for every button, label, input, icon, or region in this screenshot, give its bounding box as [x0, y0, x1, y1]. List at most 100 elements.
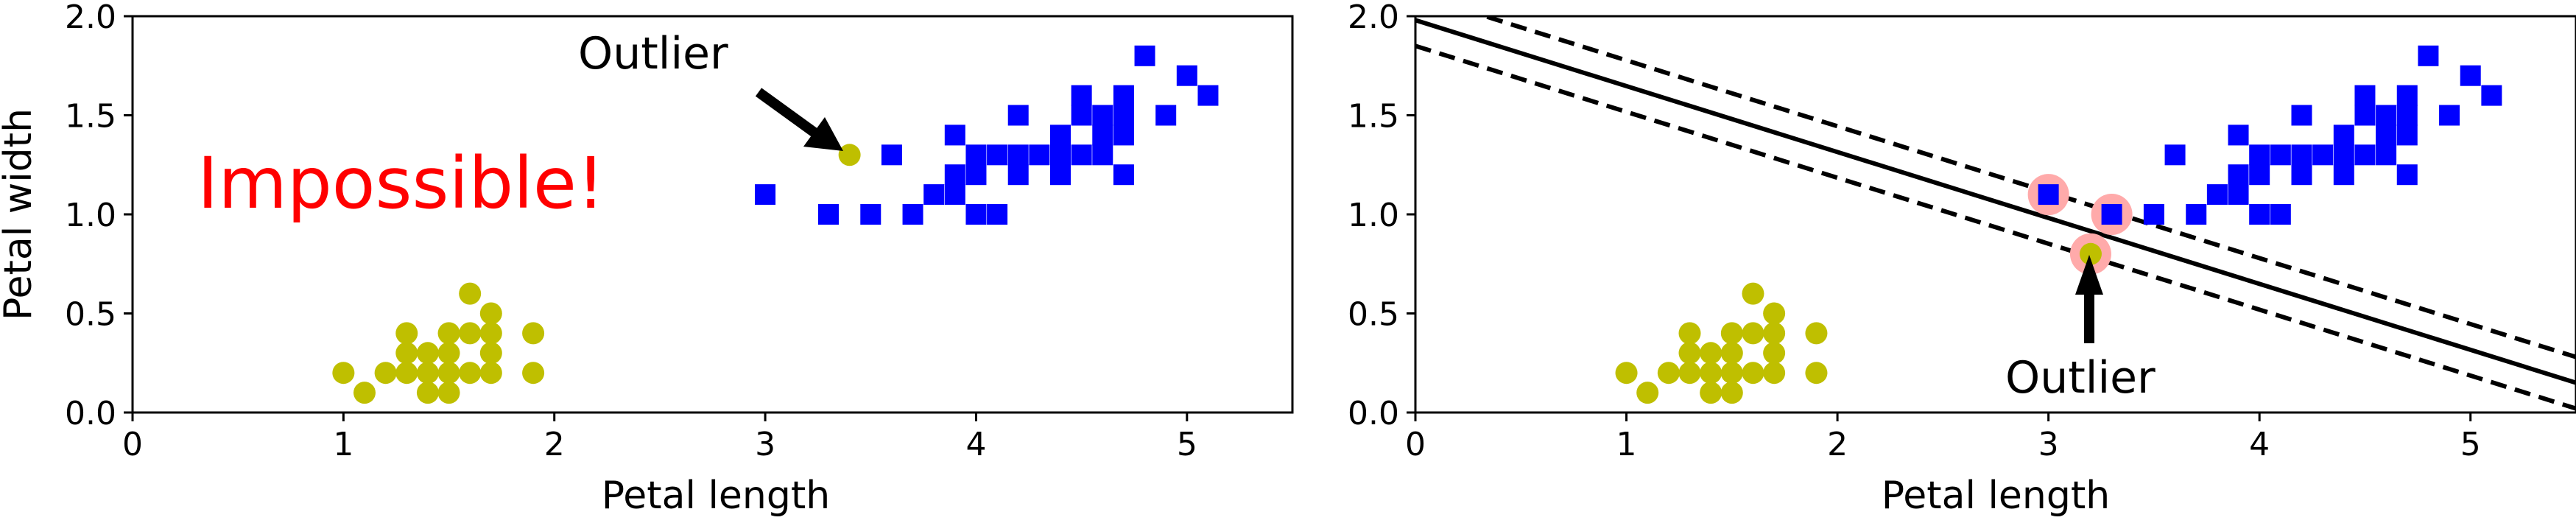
- x-tick-label-right-1: 1: [1616, 426, 1637, 463]
- data-points-right: [1615, 45, 2502, 404]
- point-square-right-22: [2354, 105, 2376, 126]
- point-circle-left-21: [522, 322, 545, 345]
- point-square-right-27: [2396, 164, 2418, 186]
- point-circle-left-15: [459, 282, 482, 305]
- point-circle-left-11: [437, 342, 460, 365]
- y-tick-label-left-0: 0.0: [65, 395, 116, 432]
- point-square-left-21: [1071, 144, 1092, 166]
- point-square-right-18: [2333, 164, 2354, 186]
- point-circle-right-22: [2079, 242, 2102, 265]
- point-circle-right-14: [1742, 322, 1764, 345]
- point-square-left-19: [1050, 144, 1071, 166]
- point-square-left-15: [1007, 144, 1029, 166]
- point-square-right-26: [2376, 105, 2397, 126]
- point-square-right-0: [2038, 184, 2059, 206]
- point-square-left-30: [1113, 85, 1134, 106]
- decision-lines-right: [1415, 16, 2576, 411]
- point-circle-left-18: [479, 322, 502, 345]
- point-circle-right-4: [1678, 342, 1701, 365]
- data-points-left: [332, 45, 1219, 404]
- axes-right: 0 1 2 3 4 5 0.0 0.5 1.0 1.5 2.0: [1348, 0, 2576, 463]
- x-tick-label-left-1: 1: [333, 426, 353, 463]
- point-square-left-7: [944, 164, 965, 186]
- point-circle-left-6: [416, 382, 439, 404]
- point-square-right-15: [2291, 144, 2312, 166]
- point-circle-right-16: [1763, 362, 1786, 385]
- point-circle-right-18: [1763, 322, 1786, 345]
- point-circle-left-10: [437, 362, 460, 385]
- chart-left: 0 1 2 3 4 5 0.0 0.5 1.0 1.5 2.0 Petal length Petal…: [0, 0, 1294, 518]
- point-square-left-13: [987, 144, 1008, 166]
- point-square-left-34: [1197, 85, 1219, 106]
- point-square-left-20: [1050, 124, 1071, 146]
- point-square-left-9: [965, 204, 987, 225]
- x-tick-label-right-5: 5: [2460, 426, 2481, 463]
- x-tick-label-left-0: 0: [122, 426, 143, 463]
- point-square-left-25: [1092, 124, 1113, 146]
- point-square-left-6: [944, 184, 965, 206]
- point-circle-right-12: [1720, 322, 1743, 345]
- point-square-right-6: [2228, 184, 2249, 206]
- point-square-right-4: [2186, 204, 2207, 225]
- point-square-right-11: [2249, 144, 2270, 166]
- point-square-right-1: [2101, 204, 2122, 225]
- point-circle-right-1: [1636, 382, 1659, 404]
- point-circle-left-13: [459, 362, 482, 385]
- point-square-left-11: [965, 144, 987, 166]
- point-circle-right-10: [1720, 362, 1743, 385]
- point-circle-left-0: [332, 362, 355, 385]
- point-square-right-29: [2396, 105, 2418, 126]
- point-square-right-12: [2270, 204, 2291, 225]
- y-tick-label-right-2: 1.0: [1348, 197, 1399, 234]
- point-circle-right-17: [1763, 342, 1786, 365]
- point-circle-left-19: [479, 302, 502, 325]
- point-square-left-14: [1007, 164, 1029, 186]
- point-circle-right-20: [1805, 362, 1828, 385]
- decision-boundary-right: [1415, 18, 2576, 385]
- point-square-left-22: [1071, 105, 1092, 126]
- chart-right: 0 1 2 3 4 5 0.0 0.5 1.0 1.5 2.0 Petal length Outli…: [1348, 0, 2576, 518]
- point-square-right-33: [2460, 65, 2481, 86]
- annotations-right: Outlier: [2005, 255, 2156, 404]
- plot-area-left: [332, 45, 1219, 404]
- point-circle-right-5: [1678, 322, 1701, 345]
- x-tick-label-right-4: 4: [2249, 426, 2270, 463]
- x-tick-label-left-3: 3: [755, 426, 775, 463]
- point-square-left-5: [923, 184, 945, 206]
- point-square-right-28: [2396, 124, 2418, 146]
- y-tick-label-right-3: 1.5: [1348, 98, 1399, 136]
- point-circle-left-12: [437, 322, 460, 345]
- point-circle-right-2: [1657, 362, 1680, 385]
- x-tick-label-right-0: 0: [1405, 426, 1426, 463]
- point-square-left-10: [965, 164, 987, 186]
- point-circle-left-9: [437, 382, 460, 404]
- point-square-right-34: [2481, 85, 2502, 106]
- point-circle-left-17: [479, 342, 502, 365]
- point-square-right-19: [2333, 144, 2354, 166]
- point-circle-right-7: [1700, 362, 1722, 385]
- point-square-right-8: [2228, 124, 2249, 146]
- point-square-right-7: [2228, 164, 2249, 186]
- point-square-left-0: [755, 184, 776, 206]
- point-circle-right-8: [1700, 342, 1722, 365]
- point-square-left-32: [1155, 105, 1177, 126]
- point-square-right-9: [2249, 204, 2270, 225]
- point-square-left-23: [1071, 85, 1092, 106]
- y-tick-label-left-3: 1.5: [65, 98, 116, 136]
- point-square-right-20: [2333, 124, 2354, 146]
- point-square-right-16: [2291, 105, 2312, 126]
- outlier-label-right: Outlier: [2005, 352, 2156, 404]
- point-circle-right-3: [1678, 362, 1701, 385]
- y-tick-label-left-1: 0.5: [65, 296, 116, 334]
- x-axis-label-right: Petal length: [1882, 474, 2110, 518]
- point-square-right-25: [2376, 124, 2397, 146]
- point-circle-left-5: [395, 322, 418, 345]
- point-circle-left-1: [353, 382, 376, 404]
- point-square-left-12: [987, 204, 1008, 225]
- point-circle-left-2: [374, 362, 397, 385]
- point-square-left-17: [1029, 144, 1050, 166]
- point-square-left-4: [902, 204, 923, 225]
- point-square-left-1: [818, 204, 839, 225]
- point-square-left-24: [1092, 144, 1113, 166]
